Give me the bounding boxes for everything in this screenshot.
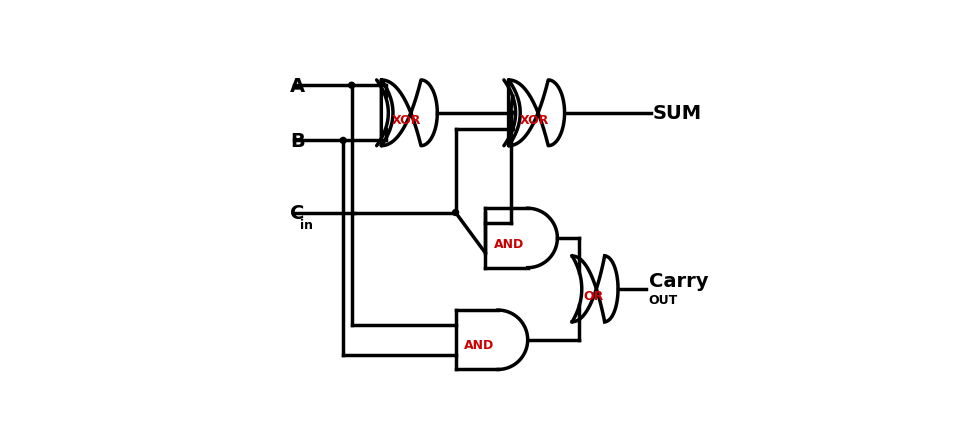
Text: SUM: SUM (652, 104, 701, 123)
Text: A: A (289, 77, 305, 95)
Text: B: B (289, 132, 304, 150)
Text: AND: AND (493, 237, 523, 250)
Text: XOR: XOR (391, 113, 422, 127)
Text: C: C (289, 204, 304, 222)
Text: Carry: Carry (647, 271, 707, 290)
Circle shape (452, 210, 458, 216)
Text: AND: AND (464, 339, 494, 351)
Circle shape (348, 83, 354, 89)
Text: OR: OR (583, 289, 603, 302)
Text: OUT: OUT (647, 293, 677, 306)
Circle shape (507, 111, 513, 116)
Text: XOR: XOR (518, 113, 549, 127)
Circle shape (339, 138, 346, 144)
Text: in: in (300, 219, 313, 231)
